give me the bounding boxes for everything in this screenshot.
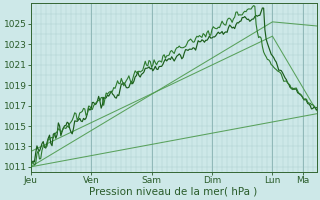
X-axis label: Pression niveau de la mer( hPa ): Pression niveau de la mer( hPa ) — [90, 187, 258, 197]
